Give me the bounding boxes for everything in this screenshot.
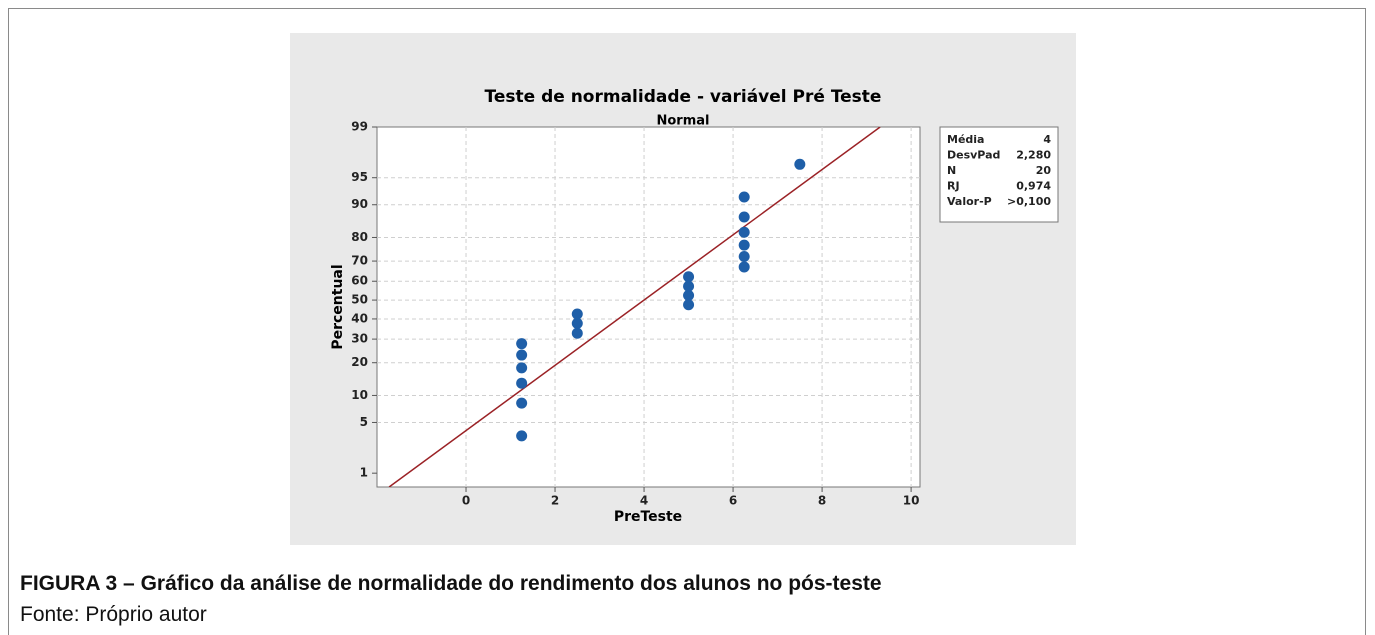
y-tick-label: 40	[351, 311, 368, 325]
point	[516, 362, 528, 374]
point	[738, 191, 750, 203]
point	[516, 349, 528, 361]
plot-area	[376, 126, 921, 488]
stats-value: 20	[1036, 164, 1052, 177]
chart: Teste de normalidade - variável Pré Test…	[290, 33, 1076, 545]
point	[683, 299, 695, 311]
stats-value: 4	[1043, 133, 1051, 146]
fit-line	[388, 127, 881, 487]
stats-label: Média	[947, 133, 984, 146]
point	[738, 261, 750, 273]
caption-source: Fonte: Próprio autor	[20, 603, 207, 626]
stats-label: DesvPad	[947, 149, 1000, 162]
caption-title: FIGURA 3 – Gráfico da análise de normali…	[20, 572, 882, 595]
stats-box	[939, 126, 1059, 223]
y-tick-label: 5	[360, 415, 368, 429]
y-tick-label: 1	[360, 466, 368, 480]
x-tick-label: 2	[551, 494, 559, 508]
point	[571, 317, 583, 329]
x-tick-label: 4	[640, 494, 648, 508]
y-tick-label: 80	[351, 230, 368, 244]
x-axis-label: PreTeste	[614, 509, 682, 525]
y-tick-label: 99	[351, 120, 368, 134]
y-tick-label: 60	[351, 274, 368, 288]
stats-value: 0,974	[1016, 180, 1051, 193]
stats-label: RJ	[947, 180, 960, 193]
x-tick-label: 10	[903, 494, 920, 508]
point	[516, 430, 528, 442]
y-tick-label: 95	[351, 170, 368, 184]
point	[738, 239, 750, 251]
point	[683, 271, 695, 283]
point	[516, 338, 528, 350]
point	[516, 377, 528, 389]
y-tick-label: 30	[351, 332, 368, 346]
point	[794, 158, 806, 170]
stats-value: 2,280	[1016, 149, 1051, 162]
stats-label: N	[947, 164, 956, 177]
y-tick-label: 20	[351, 355, 368, 369]
y-axis-label: Percentual	[330, 264, 346, 349]
y-tick-label: 10	[351, 388, 368, 402]
point	[738, 211, 750, 223]
chart-title: Teste de normalidade - variável Pré Test…	[485, 87, 882, 107]
point	[683, 280, 695, 292]
chart-subtitle: Normal	[657, 114, 710, 129]
point	[516, 397, 528, 409]
point	[571, 327, 583, 339]
x-tick-label: 8	[818, 494, 826, 508]
x-tick-label: 6	[729, 494, 737, 508]
x-tick-label: 0	[462, 494, 470, 508]
figure-frame	[8, 8, 1366, 635]
point	[571, 308, 583, 320]
stats-value: >0,100	[1007, 195, 1051, 208]
y-tick-label: 70	[351, 254, 368, 268]
y-tick-label: 50	[351, 293, 368, 307]
y-tick-label: 90	[351, 197, 368, 211]
point	[738, 226, 750, 238]
stats-label: Valor-P	[947, 195, 992, 208]
point	[683, 289, 695, 301]
point	[738, 251, 750, 263]
